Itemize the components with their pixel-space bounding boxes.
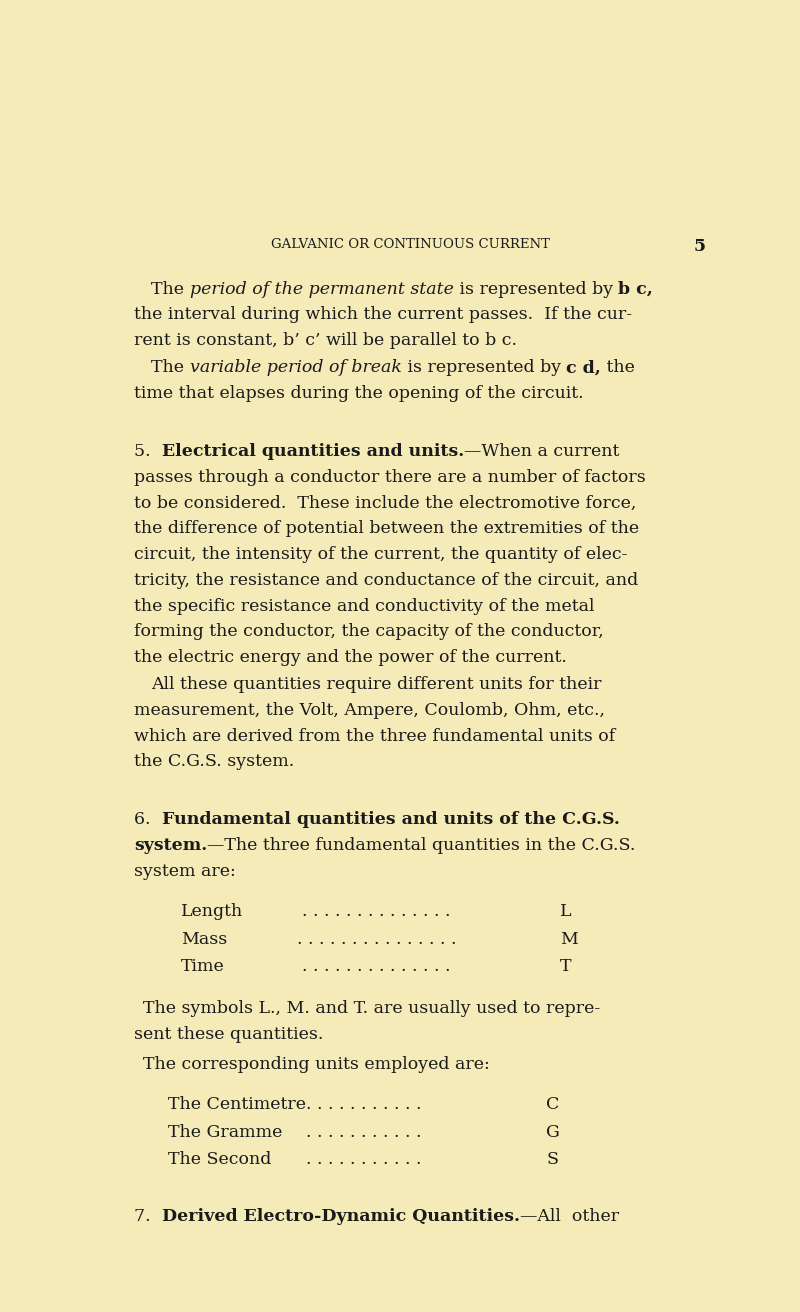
Text: rent is constant, b’ c’ will be parallel to b c.: rent is constant, b’ c’ will be parallel…: [134, 332, 517, 349]
Text: The Gramme: The Gramme: [168, 1123, 282, 1140]
Text: —All  other: —All other: [520, 1207, 619, 1224]
Text: T: T: [560, 959, 571, 975]
Text: Length: Length: [181, 903, 243, 920]
Text: Mass: Mass: [181, 930, 227, 947]
Text: the specific resistance and conductivity of the metal: the specific resistance and conductivity…: [134, 597, 594, 614]
Text: which are derived from the three fundamental units of: which are derived from the three fundame…: [134, 728, 615, 745]
Text: . . . . . . . . . . .: . . . . . . . . . . .: [306, 1096, 422, 1113]
Text: the C.G.S. system.: the C.G.S. system.: [134, 753, 294, 770]
Text: passes through a conductor there are a number of factors: passes through a conductor there are a n…: [134, 468, 646, 485]
Text: . . . . . . . . . . .: . . . . . . . . . . .: [306, 1152, 422, 1169]
Text: Fundamental quantities and units of the C.G.S.: Fundamental quantities and units of the …: [162, 811, 619, 828]
Text: to be considered.  These include the electromotive force,: to be considered. These include the elec…: [134, 495, 637, 512]
Text: The symbols L., M. and T. are usually used to repre-: The symbols L., M. and T. are usually us…: [143, 1001, 601, 1017]
Text: —The three fundamental quantities in the C.G.S.: —The three fundamental quantities in the…: [207, 837, 636, 854]
Text: Electrical quantities and units.: Electrical quantities and units.: [162, 443, 464, 461]
Text: system are:: system are:: [134, 863, 236, 880]
Text: forming the conductor, the capacity of the conductor,: forming the conductor, the capacity of t…: [134, 623, 604, 640]
Text: G: G: [546, 1123, 560, 1140]
Text: the electric energy and the power of the current.: the electric energy and the power of the…: [134, 649, 567, 666]
Text: . . . . . . . . . . . . . . .: . . . . . . . . . . . . . . .: [297, 930, 456, 947]
Text: time that elapses during the opening of the circuit.: time that elapses during the opening of …: [134, 384, 584, 401]
Text: b c,: b c,: [618, 281, 654, 298]
Text: . . . . . . . . . . . . . .: . . . . . . . . . . . . . .: [302, 903, 450, 920]
Text: —When a current: —When a current: [464, 443, 619, 461]
Text: Time: Time: [181, 959, 224, 975]
Text: tricity, the resistance and conductance of the circuit, and: tricity, the resistance and conductance …: [134, 572, 638, 589]
Text: . . . . . . . . . . .: . . . . . . . . . . .: [306, 1123, 422, 1140]
Text: The: The: [151, 359, 190, 377]
Text: S: S: [546, 1152, 558, 1169]
Text: the interval during which the current passes.  If the cur-: the interval during which the current pa…: [134, 307, 632, 324]
Text: is represented by: is represented by: [454, 281, 618, 298]
Text: The corresponding units employed are:: The corresponding units employed are:: [143, 1056, 490, 1073]
Text: the: the: [602, 359, 635, 377]
Text: Derived Electro-Dynamic Quantities.: Derived Electro-Dynamic Quantities.: [162, 1207, 520, 1224]
Text: . . . . . . . . . . . . . .: . . . . . . . . . . . . . .: [302, 959, 450, 975]
Text: M: M: [560, 930, 578, 947]
Text: L: L: [560, 903, 571, 920]
Text: sent these quantities.: sent these quantities.: [134, 1026, 323, 1043]
Text: the difference of potential between the extremities of the: the difference of potential between the …: [134, 521, 639, 538]
Text: The Centimetre: The Centimetre: [168, 1096, 306, 1113]
Text: measurement, the Volt, Ampere, Coulomb, Ohm, etc.,: measurement, the Volt, Ampere, Coulomb, …: [134, 702, 605, 719]
Text: All these quantities require different units for their: All these quantities require different u…: [151, 676, 602, 693]
Text: variable period of break: variable period of break: [190, 359, 402, 377]
Text: system.: system.: [134, 837, 207, 854]
Text: circuit, the intensity of the current, the quantity of elec-: circuit, the intensity of the current, t…: [134, 546, 628, 563]
Text: period of the permanent state: period of the permanent state: [190, 281, 454, 298]
Text: The: The: [151, 281, 190, 298]
Text: 5.: 5.: [134, 443, 162, 461]
Text: 6.: 6.: [134, 811, 162, 828]
Text: c d,: c d,: [566, 359, 602, 377]
Text: 7.: 7.: [134, 1207, 162, 1224]
Text: C: C: [546, 1096, 560, 1113]
Text: is represented by: is represented by: [402, 359, 566, 377]
Text: GALVANIC OR CONTINUOUS CURRENT: GALVANIC OR CONTINUOUS CURRENT: [270, 239, 550, 252]
Text: 5: 5: [694, 239, 706, 256]
Text: The Second: The Second: [168, 1152, 271, 1169]
